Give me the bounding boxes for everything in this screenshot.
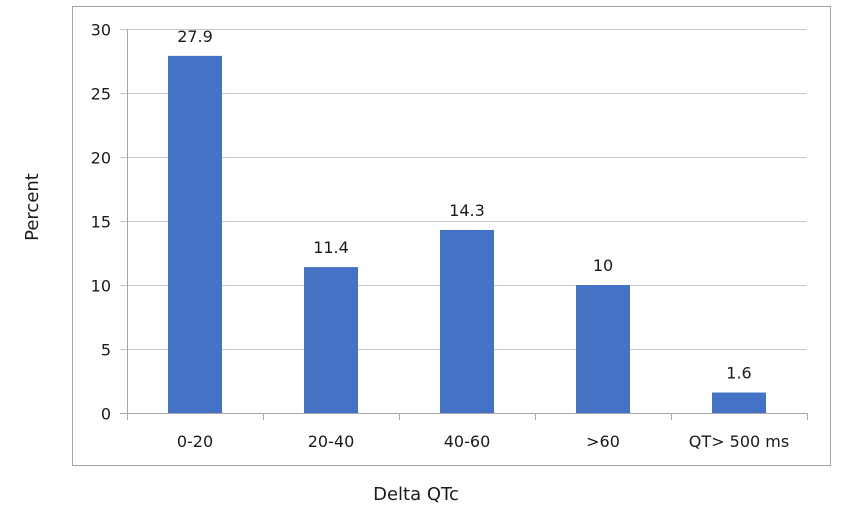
y-tick-label: 15 [91,213,111,232]
y-tick-label: 25 [91,85,111,104]
data-label: 14.3 [449,201,485,220]
data-label: 11.4 [313,238,349,257]
x-axis-title: Delta QTc [373,484,459,505]
bar-20-40 [304,267,358,413]
x-tick-label: 20-40 [308,432,355,451]
data-label: 1.6 [726,364,751,383]
bar--60 [576,285,630,413]
bar-40-60 [440,229,494,413]
y-tick-label: 20 [91,149,111,168]
y-tick-label: 5 [101,341,111,360]
x-tick-label: >60 [586,432,620,451]
y-tick-label: 10 [91,277,111,296]
bar-0-20 [168,55,222,413]
bar-qt-500-ms [712,392,766,413]
data-label: 10 [593,256,613,275]
x-tick-label: 40-60 [444,432,491,451]
y-tick-label: 0 [101,405,111,424]
y-axis-title: Percent [22,173,43,241]
y-tick-label: 30 [91,21,111,40]
data-label: 27.9 [177,27,213,46]
x-tick-label: 0-20 [177,432,213,451]
x-tick-label: QT> 500 ms [689,432,789,451]
